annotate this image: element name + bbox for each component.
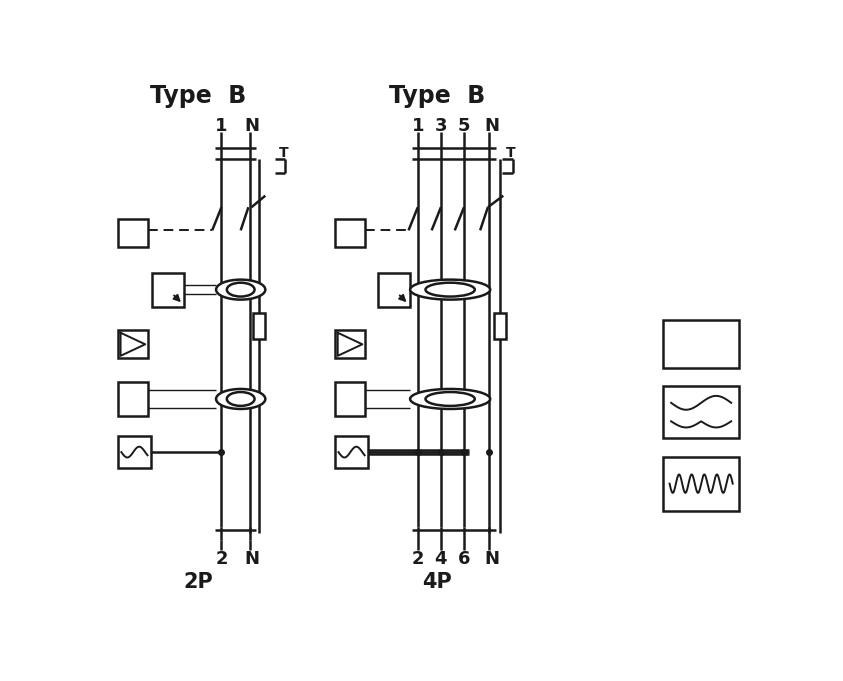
Text: 3: 3 <box>435 116 447 135</box>
Text: 2: 2 <box>411 550 424 568</box>
Text: 4: 4 <box>435 550 447 568</box>
Ellipse shape <box>426 283 475 296</box>
Ellipse shape <box>410 280 490 300</box>
Text: 2P: 2P <box>184 572 213 592</box>
Bar <box>118 219 148 247</box>
Text: T: T <box>278 146 288 159</box>
Text: 5: 5 <box>458 116 470 135</box>
Text: N: N <box>484 116 499 135</box>
Ellipse shape <box>216 389 266 409</box>
Text: 6: 6 <box>458 550 470 568</box>
Text: 1: 1 <box>411 116 424 135</box>
Text: T: T <box>507 146 516 159</box>
Bar <box>336 219 365 247</box>
Bar <box>494 313 507 339</box>
Bar <box>336 436 368 469</box>
Bar <box>253 313 266 339</box>
Bar <box>118 330 148 358</box>
Polygon shape <box>338 333 362 356</box>
Bar <box>118 382 148 416</box>
Ellipse shape <box>426 392 475 406</box>
Ellipse shape <box>410 389 490 409</box>
Text: Type  B: Type B <box>389 84 486 108</box>
Text: N: N <box>244 116 260 135</box>
Bar <box>336 382 365 416</box>
Text: N: N <box>484 550 499 568</box>
Text: N: N <box>244 550 260 568</box>
Bar <box>378 272 410 306</box>
Text: 4P: 4P <box>422 572 452 592</box>
Ellipse shape <box>227 392 255 406</box>
Bar <box>663 386 738 439</box>
Bar <box>118 436 151 469</box>
Polygon shape <box>121 333 145 356</box>
Bar <box>663 457 738 511</box>
Text: Type  B: Type B <box>150 84 246 108</box>
Ellipse shape <box>216 280 266 300</box>
Bar <box>663 321 738 368</box>
Ellipse shape <box>227 283 255 296</box>
Text: 2: 2 <box>215 550 228 568</box>
Bar <box>336 330 365 358</box>
Bar <box>152 272 185 306</box>
Text: 1: 1 <box>215 116 228 135</box>
